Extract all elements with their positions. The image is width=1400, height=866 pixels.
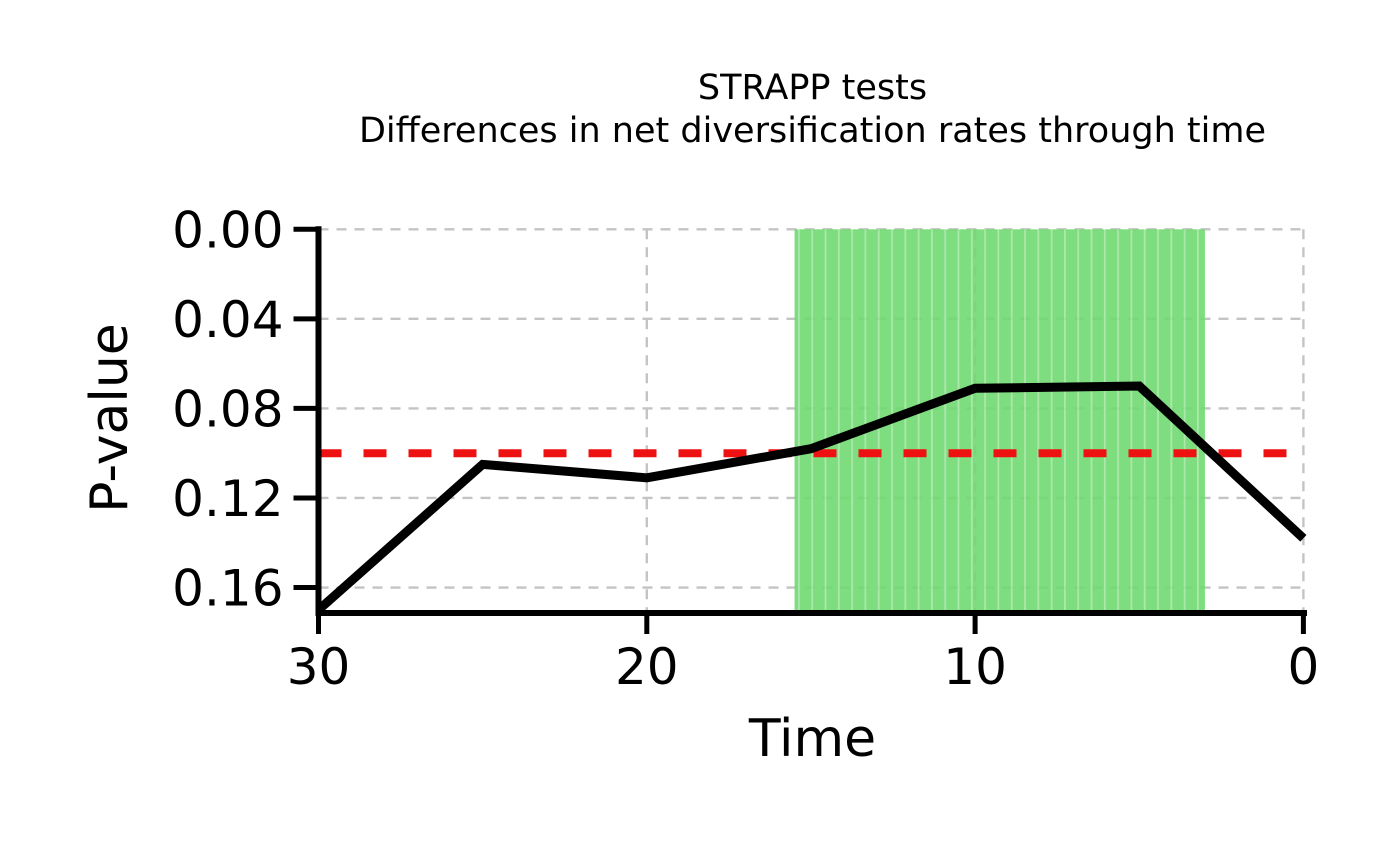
data-line: [315, 381, 1307, 614]
axes: [293, 226, 1307, 634]
y-tick-label: 0.04: [172, 291, 283, 349]
x-axis-label: Time: [748, 709, 877, 769]
y-tick-label: 0.00: [172, 201, 283, 259]
x-tick-label: 0: [1287, 638, 1319, 696]
chart-title: STRAPP tests: [697, 68, 928, 108]
y-tick-label: 0.16: [172, 560, 283, 618]
chart-subtitle: Differences in net diversification rates…: [358, 111, 1266, 151]
x-tick-label: 10: [943, 638, 1007, 696]
y-tick-label: 0.08: [172, 380, 283, 438]
x-tick-label: 20: [615, 638, 679, 696]
y-axis-label: P-value: [80, 323, 140, 513]
y-tick-label: 0.12: [172, 470, 283, 528]
significant-region: [794, 229, 1205, 614]
x-tick-label: 30: [287, 638, 351, 696]
